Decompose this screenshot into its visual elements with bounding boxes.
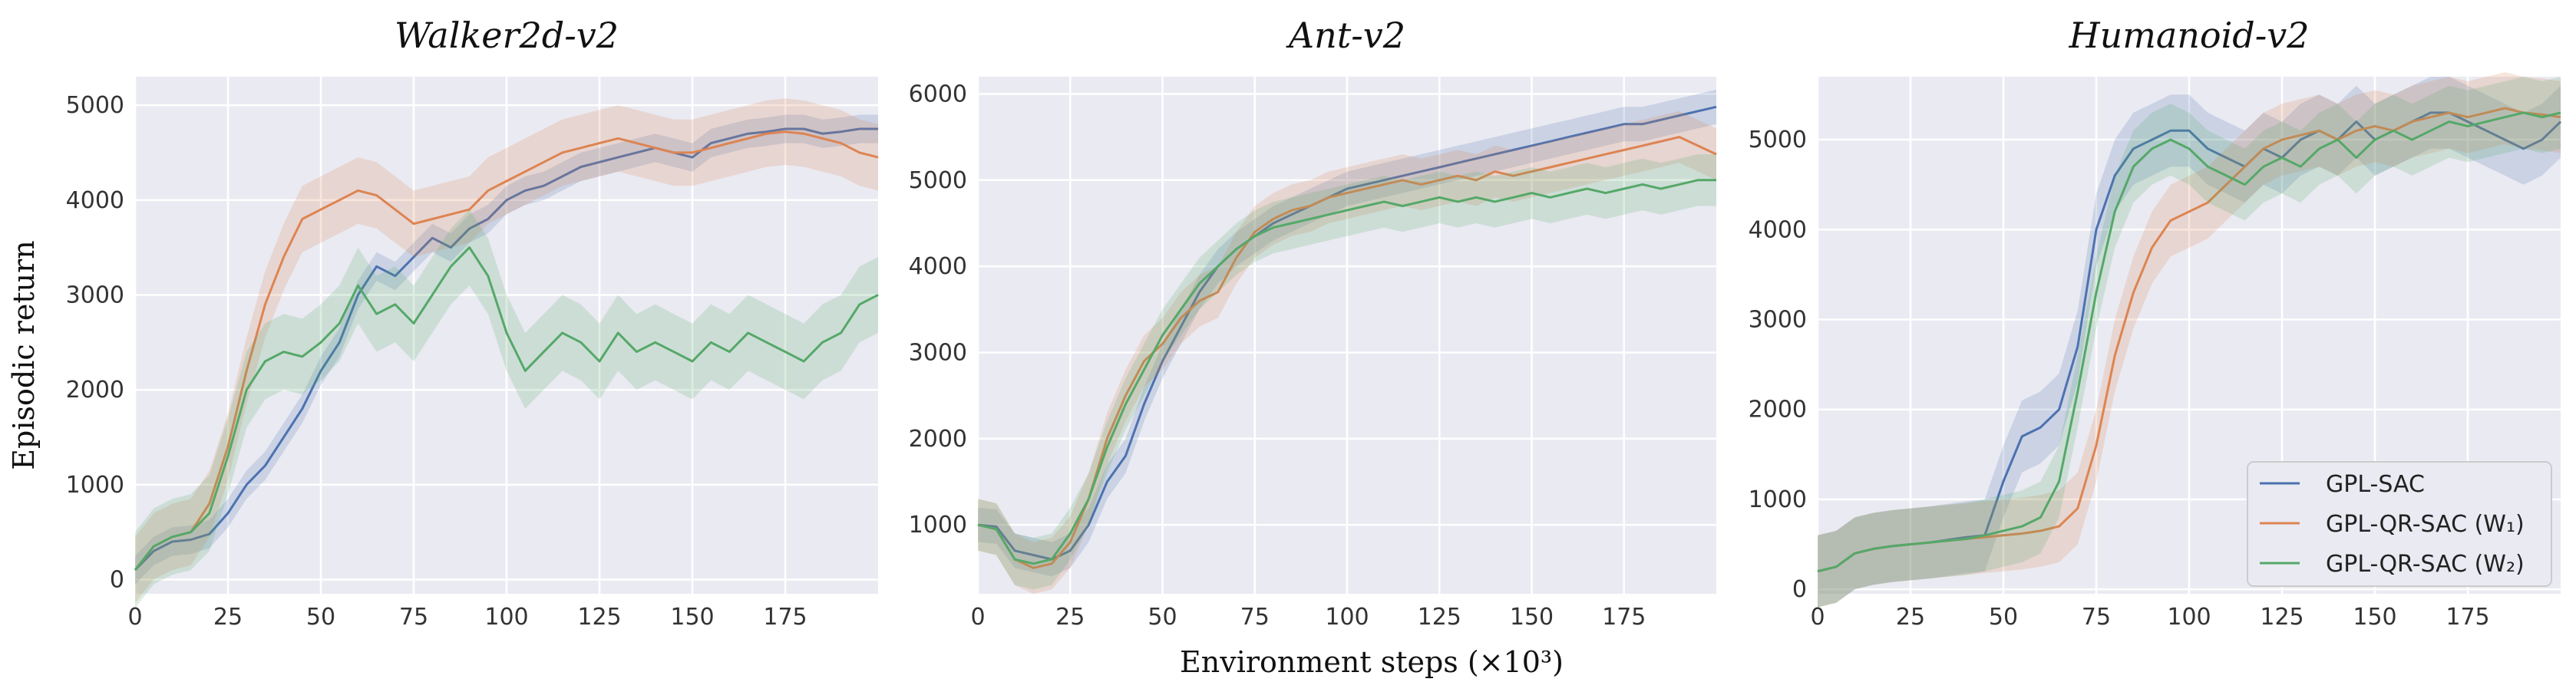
x-tick-label: 50 (306, 604, 335, 631)
x-tick-label: 75 (399, 604, 428, 631)
series-line-gpl-qr-sac-w (1817, 111, 2561, 573)
x-tick-label: 0 (970, 604, 985, 631)
y-tick-label: 3000 (909, 339, 967, 366)
y-tick-label: 1000 (66, 472, 124, 499)
y-tick-label: 2000 (66, 377, 124, 404)
confidence-band-gpl-qr-sac-w (1818, 72, 2561, 608)
y-axis-label: Episodic return (7, 240, 41, 470)
series-line-gpl-qr-sac-w (977, 179, 1716, 565)
x-tick-label: 175 (1602, 604, 1646, 631)
x-tick-label: 125 (2260, 604, 2304, 631)
legend-label-gpl-qr-sac-w2: GPL-QR-SAC (W₂) (2326, 551, 2525, 578)
y-tick-label: 6000 (909, 81, 967, 107)
y-tick-label: 1000 (909, 512, 967, 539)
legend: GPL-SAC GPL-QR-SAC (W₁) GPL-QR-SAC (W₂) (2247, 461, 2552, 587)
y-tick-label: 2000 (1749, 397, 1807, 423)
x-tick-label: 100 (484, 604, 528, 631)
x-tick-label: 25 (1055, 604, 1085, 631)
series-line-gpl-qr-sac-w (134, 130, 879, 572)
x-tick-label: 150 (1510, 604, 1554, 631)
y-tick-label: 0 (1792, 576, 1807, 603)
confidence-band-gpl-sac (135, 114, 878, 585)
x-tick-label: 125 (577, 604, 621, 631)
chart-title: Ant-v2 (1286, 15, 1405, 56)
confidence-band-gpl-qr-sac-w (978, 154, 1716, 590)
confidence-band-gpl-qr-sac-w (978, 110, 1716, 594)
legend-label-gpl-qr-sac-w1: GPL-QR-SAC (W₁) (2326, 511, 2525, 538)
y-tick-label: 4000 (1749, 216, 1807, 243)
y-tick-label: 4000 (66, 187, 124, 214)
x-tick-label: 25 (213, 604, 243, 631)
series-line-gpl-qr-sac-w (134, 246, 879, 572)
panel-ant: 0 25 50 75 100 125 150 175 1000 2000 3000 4000 5000 6… (909, 15, 1717, 631)
series-line-gpl-sac (134, 127, 878, 572)
chart-title: Humanoid-v2 (2068, 15, 2309, 56)
y-tick-label: 0 (110, 566, 124, 593)
x-tick-label: 25 (1896, 604, 1925, 631)
y-tick-label: 3000 (66, 282, 124, 308)
x-tick-label: 50 (1148, 604, 1177, 631)
y-tick-label: 5000 (1749, 127, 1807, 153)
x-tick-label: 75 (2082, 604, 2111, 631)
confidence-band-gpl-sac (978, 89, 1716, 577)
x-tick-label: 0 (1810, 604, 1825, 631)
confidence-band-gpl-qr-sac-w (135, 209, 878, 608)
y-tick-label: 3000 (1749, 306, 1807, 333)
y-tick-label: 4000 (909, 253, 967, 280)
x-axis-label: Environment steps (×10³) (1180, 645, 1564, 679)
chart-title: Walker2d-v2 (395, 15, 619, 56)
series-line-gpl-sac (977, 105, 1717, 561)
confidence-band-gpl-sac (1818, 77, 2561, 608)
x-tick-label: 125 (1418, 604, 1461, 631)
legend-label-gpl-sac: GPL-SAC (2326, 471, 2425, 498)
y-tick-label: 1000 (1749, 486, 1807, 513)
x-tick-label: 150 (670, 604, 714, 631)
x-tick-label: 100 (1325, 604, 1369, 631)
x-tick-label: 0 (127, 604, 142, 631)
series-line-gpl-qr-sac-w (977, 136, 1717, 569)
confidence-band-gpl-qr-sac-w (1818, 77, 2561, 608)
x-tick-label: 175 (2446, 604, 2489, 631)
legend-box (2247, 461, 2552, 587)
confidence-band-gpl-qr-sac-w (135, 98, 878, 604)
y-tick-label: 2000 (909, 426, 967, 453)
x-tick-label: 150 (2353, 604, 2396, 631)
x-tick-label: 100 (2167, 604, 2211, 631)
y-tick-label: 5000 (909, 167, 967, 194)
y-tick-label: 5000 (66, 92, 124, 119)
x-tick-label: 50 (1989, 604, 2018, 631)
x-tick-label: 75 (1240, 604, 1270, 631)
x-tick-label: 175 (763, 604, 807, 631)
panel-walker2d: 0 25 50 75 100 125 150 175 0 1000 2000 3000 4000 5000… (66, 15, 879, 631)
